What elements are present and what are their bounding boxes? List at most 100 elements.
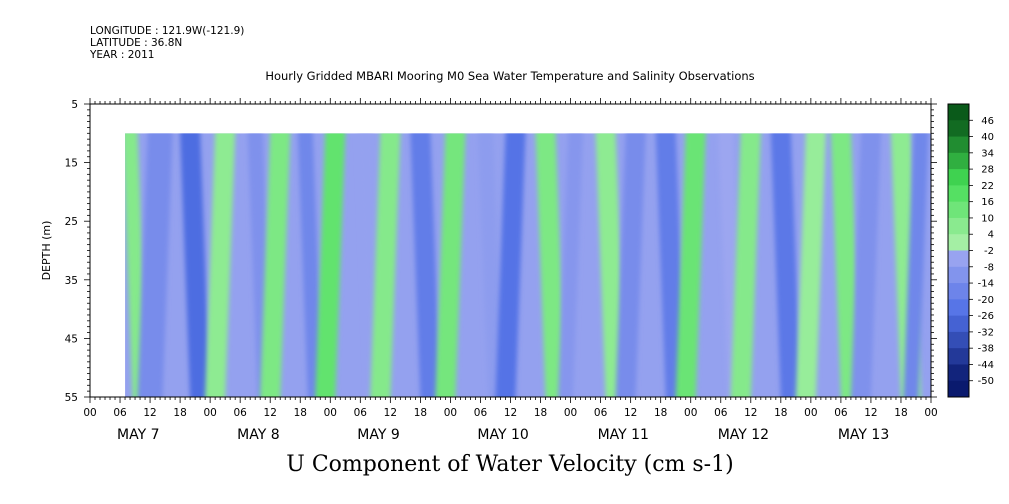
velocity-band: [615, 133, 646, 398]
velocity-band: [315, 133, 346, 398]
x-hour-label: 18: [294, 407, 307, 419]
y-tick-label: 15: [65, 158, 78, 170]
latitude-label: LATITUDE : 36.8N: [90, 37, 183, 49]
chart-title: Hourly Gridded MBARI Mooring M0 Sea Wate…: [265, 69, 755, 83]
colorbar-label: -2: [984, 246, 994, 257]
year-label: YEAR : 2011: [90, 49, 155, 61]
colorbar-swatch: [948, 201, 969, 219]
velocity-band: [297, 133, 323, 398]
colorbar-label: 28: [981, 165, 994, 176]
x-day-label: MAY 13: [838, 427, 889, 443]
x-hour-label: 06: [474, 407, 488, 419]
variable-title: U Component of Water Velocity (cm s-1): [286, 452, 734, 477]
x-hour-label: 18: [414, 407, 427, 419]
x-hour-label: 12: [384, 407, 397, 419]
colorbar-swatch: [948, 136, 969, 154]
y-tick-label: 5: [71, 99, 78, 111]
x-hour-label: 00: [804, 407, 817, 419]
colorbar-swatch: [948, 266, 969, 284]
x-hour-label: 12: [143, 407, 156, 419]
x-hour-label: 12: [624, 407, 637, 419]
colorbar-label: 40: [981, 132, 994, 143]
colorbar-swatch: [948, 315, 969, 333]
y-tick-label: 55: [65, 392, 78, 404]
colorbar-swatch: [948, 234, 969, 251]
x-hour-label: 06: [233, 407, 247, 419]
colorbar-label: 46: [981, 116, 994, 127]
colorbar-label: -20: [978, 295, 994, 306]
colorbar-label: 34: [981, 148, 994, 159]
x-hour-label: 06: [714, 407, 728, 419]
velocity-band: [770, 133, 801, 398]
velocity-band: [595, 133, 626, 398]
velocity-band: [535, 133, 566, 398]
x-hour-label: 18: [654, 407, 667, 419]
velocity-band: [205, 133, 236, 398]
colorbar-swatch: [948, 331, 969, 349]
x-hour-label: 18: [173, 407, 186, 419]
x-hour-label: 06: [113, 407, 127, 419]
x-day-label: MAY 12: [718, 427, 769, 443]
x-hour-label: 12: [744, 407, 757, 419]
velocity-band: [370, 133, 401, 398]
heatmap-field: [125, 133, 931, 398]
colorbar-swatch: [948, 364, 969, 382]
velocity-band: [850, 133, 881, 398]
colorbar-swatch: [948, 169, 969, 186]
x-hour-label: 18: [774, 407, 787, 419]
velocity-band: [558, 133, 584, 398]
colorbar-swatch: [948, 283, 969, 300]
colorbar-label: 16: [981, 197, 994, 208]
velocity-band: [410, 133, 441, 398]
colorbar-swatch: [948, 348, 969, 365]
x-day-label: MAY 8: [237, 427, 279, 443]
colorbar-label: -44: [978, 360, 994, 371]
x-hour-label: 12: [504, 407, 517, 419]
y-tick-label: 25: [65, 216, 78, 228]
colorbar-swatch: [948, 104, 969, 121]
x-hour-label: 00: [324, 407, 337, 419]
x-hour-label: 00: [684, 407, 697, 419]
velocity-band: [477, 133, 503, 398]
velocity-band: [675, 133, 706, 398]
velocity-band: [795, 133, 826, 398]
x-hour-label: 00: [83, 407, 96, 419]
y-tick-label: 35: [65, 275, 78, 287]
x-hour-label: 06: [834, 407, 848, 419]
colorbar-label: -8: [984, 262, 994, 273]
colorbar-label: -50: [978, 376, 994, 387]
colorbar-label: 10: [981, 213, 994, 224]
colorbar-swatch: [948, 250, 969, 268]
colorbar-label: -32: [978, 327, 994, 338]
colorbar-label: -26: [978, 311, 994, 322]
colorbar: 46 40 34 28 22 16 10 4 -2 -8 -14 -20 -26 -32 -38 -44 -50: [947, 103, 994, 398]
colorbar-swatch: [948, 152, 969, 170]
y-axis-label: DEPTH (m): [40, 221, 53, 281]
colorbar-label: 4: [988, 230, 994, 241]
colorbar-swatch: [948, 380, 969, 398]
x-day-label: MAY 7: [117, 427, 159, 443]
velocity-band: [180, 133, 211, 398]
x-hour-label: 18: [894, 407, 907, 419]
x-day-label: MAY 9: [357, 427, 399, 443]
x-day-label: MAY 10: [477, 427, 528, 443]
velocity-band: [730, 133, 761, 398]
x-hour-label: 12: [264, 407, 277, 419]
colorbar-label: -38: [978, 344, 994, 355]
colorbar-swatch: [948, 217, 969, 235]
x-hour-label: 00: [924, 407, 937, 419]
colorbar-label: 22: [981, 181, 994, 192]
x-hour-label: 18: [534, 407, 547, 419]
velocity-band: [655, 133, 686, 398]
velocity-band: [903, 133, 929, 398]
velocity-band: [830, 133, 861, 398]
x-hour-label: 00: [444, 407, 457, 419]
colorbar-swatch: [948, 120, 969, 138]
velocity-band: [495, 133, 526, 398]
x-hour-label: 06: [594, 407, 608, 419]
x-hour-label: 06: [354, 407, 368, 419]
colorbar-label: -14: [978, 279, 994, 290]
x-day-label: MAY 11: [598, 427, 649, 443]
velocity-band: [260, 133, 291, 398]
